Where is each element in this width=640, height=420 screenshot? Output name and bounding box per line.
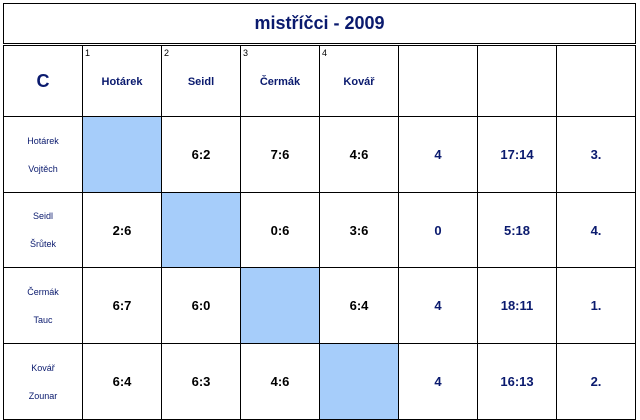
rank-cell: 3. [556, 116, 636, 193]
table-row: Seidl Šrůtek 2:6 0:6 3:6 0 5:18 4. [3, 192, 636, 268]
header-row: C 1 Hotárek 2 Seidl 3 Čermák 4 Kovář [3, 45, 636, 117]
score-cell: 0:6 [240, 192, 320, 268]
points-cell: 4 [398, 116, 478, 193]
player-cell: Hotárek Vojtěch [3, 116, 83, 193]
games-cell: 5:18 [477, 192, 557, 268]
column-header: 1 Hotárek [82, 45, 162, 117]
score-cell: 2:6 [82, 192, 162, 268]
games-cell: 18:11 [477, 267, 557, 344]
player-cell: Kovář Zounar [3, 343, 83, 420]
rank-cell: 2. [556, 343, 636, 420]
points-header [398, 45, 478, 117]
player-cell: Seidl Šrůtek [3, 192, 83, 268]
page-title: mistříčci - 2009 [3, 3, 636, 44]
table-row: Kovář Zounar 6:4 6:3 4:6 4 16:13 2. [3, 343, 636, 420]
diagonal-cell [240, 267, 320, 344]
games-cell: 16:13 [477, 343, 557, 420]
rank-cell: 1. [556, 267, 636, 344]
rank-header [556, 45, 636, 117]
player-cell: Čermák Tauc [3, 267, 83, 344]
diagonal-cell [82, 116, 162, 193]
score-cell: 6:7 [82, 267, 162, 344]
table-row: Čermák Tauc 6:7 6:0 6:4 4 18:11 1. [3, 267, 636, 344]
score-cell: 6:4 [319, 267, 399, 344]
score-cell: 3:6 [319, 192, 399, 268]
rank-cell: 4. [556, 192, 636, 268]
column-header: 2 Seidl [161, 45, 241, 117]
games-header [477, 45, 557, 117]
diagonal-cell [161, 192, 241, 268]
score-cell: 4:6 [240, 343, 320, 420]
score-cell: 6:0 [161, 267, 241, 344]
points-cell: 4 [398, 343, 478, 420]
score-cell: 6:4 [82, 343, 162, 420]
games-cell: 17:14 [477, 116, 557, 193]
diagonal-cell [319, 343, 399, 420]
score-cell: 4:6 [319, 116, 399, 193]
group-label: C [3, 45, 83, 117]
column-header: 3 Čermák [240, 45, 320, 117]
results-table: C 1 Hotárek 2 Seidl 3 Čermák 4 Kovář Hotárek… [3, 45, 636, 420]
score-cell: 6:3 [161, 343, 241, 420]
table-row: Hotárek Vojtěch 6:2 7:6 4:6 4 17:14 3. [3, 116, 636, 193]
score-cell: 7:6 [240, 116, 320, 193]
points-cell: 4 [398, 267, 478, 344]
score-cell: 6:2 [161, 116, 241, 193]
column-header: 4 Kovář [319, 45, 399, 117]
points-cell: 0 [398, 192, 478, 268]
